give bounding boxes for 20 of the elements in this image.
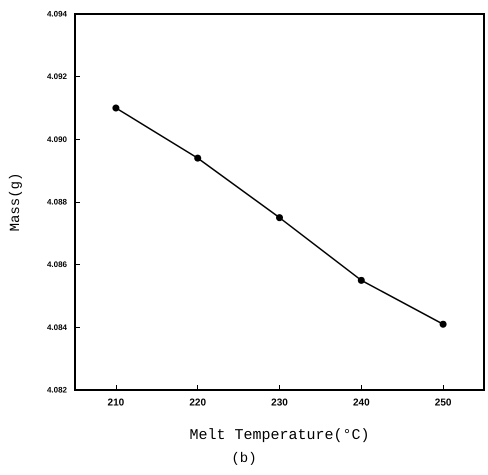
x-axis-title: Melt Temperature(°C) [189, 427, 370, 444]
y-tick-label: 4.086 [46, 260, 68, 270]
point [112, 104, 120, 112]
y-tick-label: 4.090 [46, 134, 68, 144]
x-tick-label: 250 [434, 398, 452, 408]
x-tick-label: 230 [271, 398, 288, 408]
x-tick-label: 220 [189, 398, 206, 408]
point [358, 276, 365, 284]
x-tick-label: 210 [108, 398, 125, 408]
y-tick-label: 4.082 [46, 386, 68, 394]
point [440, 320, 447, 328]
point [276, 214, 283, 222]
y-tick-label: 4.084 [46, 322, 68, 332]
y-axis-title: Mass(g) [8, 172, 24, 232]
y-tick-label: 4.088 [46, 198, 68, 206]
x-tick-label: 240 [352, 398, 370, 408]
y-tick-label: 4.092 [46, 72, 68, 82]
point [194, 154, 202, 162]
text: (b) [231, 451, 257, 467]
y-tick-label: 4.094 [46, 10, 68, 18]
